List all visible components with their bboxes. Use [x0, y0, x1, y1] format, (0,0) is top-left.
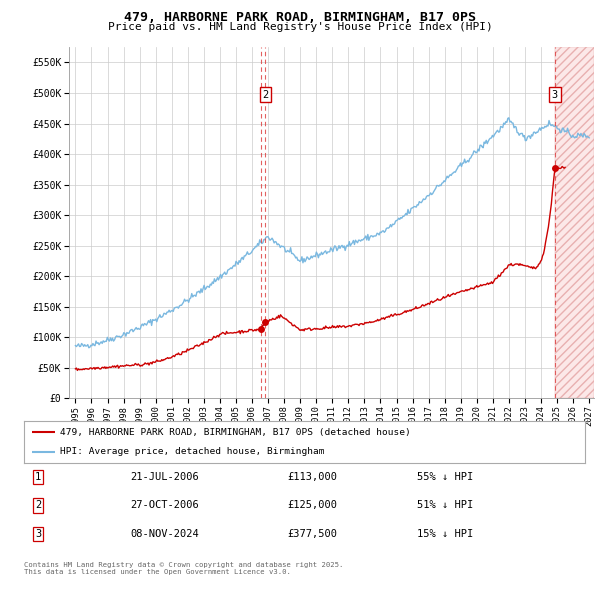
Text: 1: 1 [35, 472, 41, 482]
Point [260, 317, 270, 327]
Text: 2: 2 [35, 500, 41, 510]
Text: 21-JUL-2006: 21-JUL-2006 [131, 472, 199, 482]
Point [256, 324, 266, 334]
Text: £377,500: £377,500 [287, 529, 338, 539]
Text: 51% ↓ HPI: 51% ↓ HPI [416, 500, 473, 510]
Text: 27-OCT-2006: 27-OCT-2006 [131, 500, 199, 510]
Text: £113,000: £113,000 [287, 472, 338, 482]
Bar [555, 47, 594, 398]
Point [550, 163, 560, 172]
Text: Contains HM Land Registry data © Crown copyright and database right 2025.
This d: Contains HM Land Registry data © Crown c… [24, 562, 343, 575]
Text: 08-NOV-2024: 08-NOV-2024 [131, 529, 199, 539]
Text: 55% ↓ HPI: 55% ↓ HPI [416, 472, 473, 482]
Text: 15% ↓ HPI: 15% ↓ HPI [416, 529, 473, 539]
Text: £125,000: £125,000 [287, 500, 338, 510]
Text: 479, HARBORNE PARK ROAD, BIRMINGHAM, B17 0PS (detached house): 479, HARBORNE PARK ROAD, BIRMINGHAM, B17… [61, 428, 411, 437]
Text: 2: 2 [262, 90, 268, 100]
Text: HPI: Average price, detached house, Birmingham: HPI: Average price, detached house, Birm… [61, 447, 325, 456]
Text: Price paid vs. HM Land Registry's House Price Index (HPI): Price paid vs. HM Land Registry's House … [107, 22, 493, 32]
Text: 3: 3 [35, 529, 41, 539]
Bar [555, 47, 594, 398]
Text: 3: 3 [552, 90, 558, 100]
Text: 479, HARBORNE PARK ROAD, BIRMINGHAM, B17 0PS: 479, HARBORNE PARK ROAD, BIRMINGHAM, B17… [124, 11, 476, 24]
